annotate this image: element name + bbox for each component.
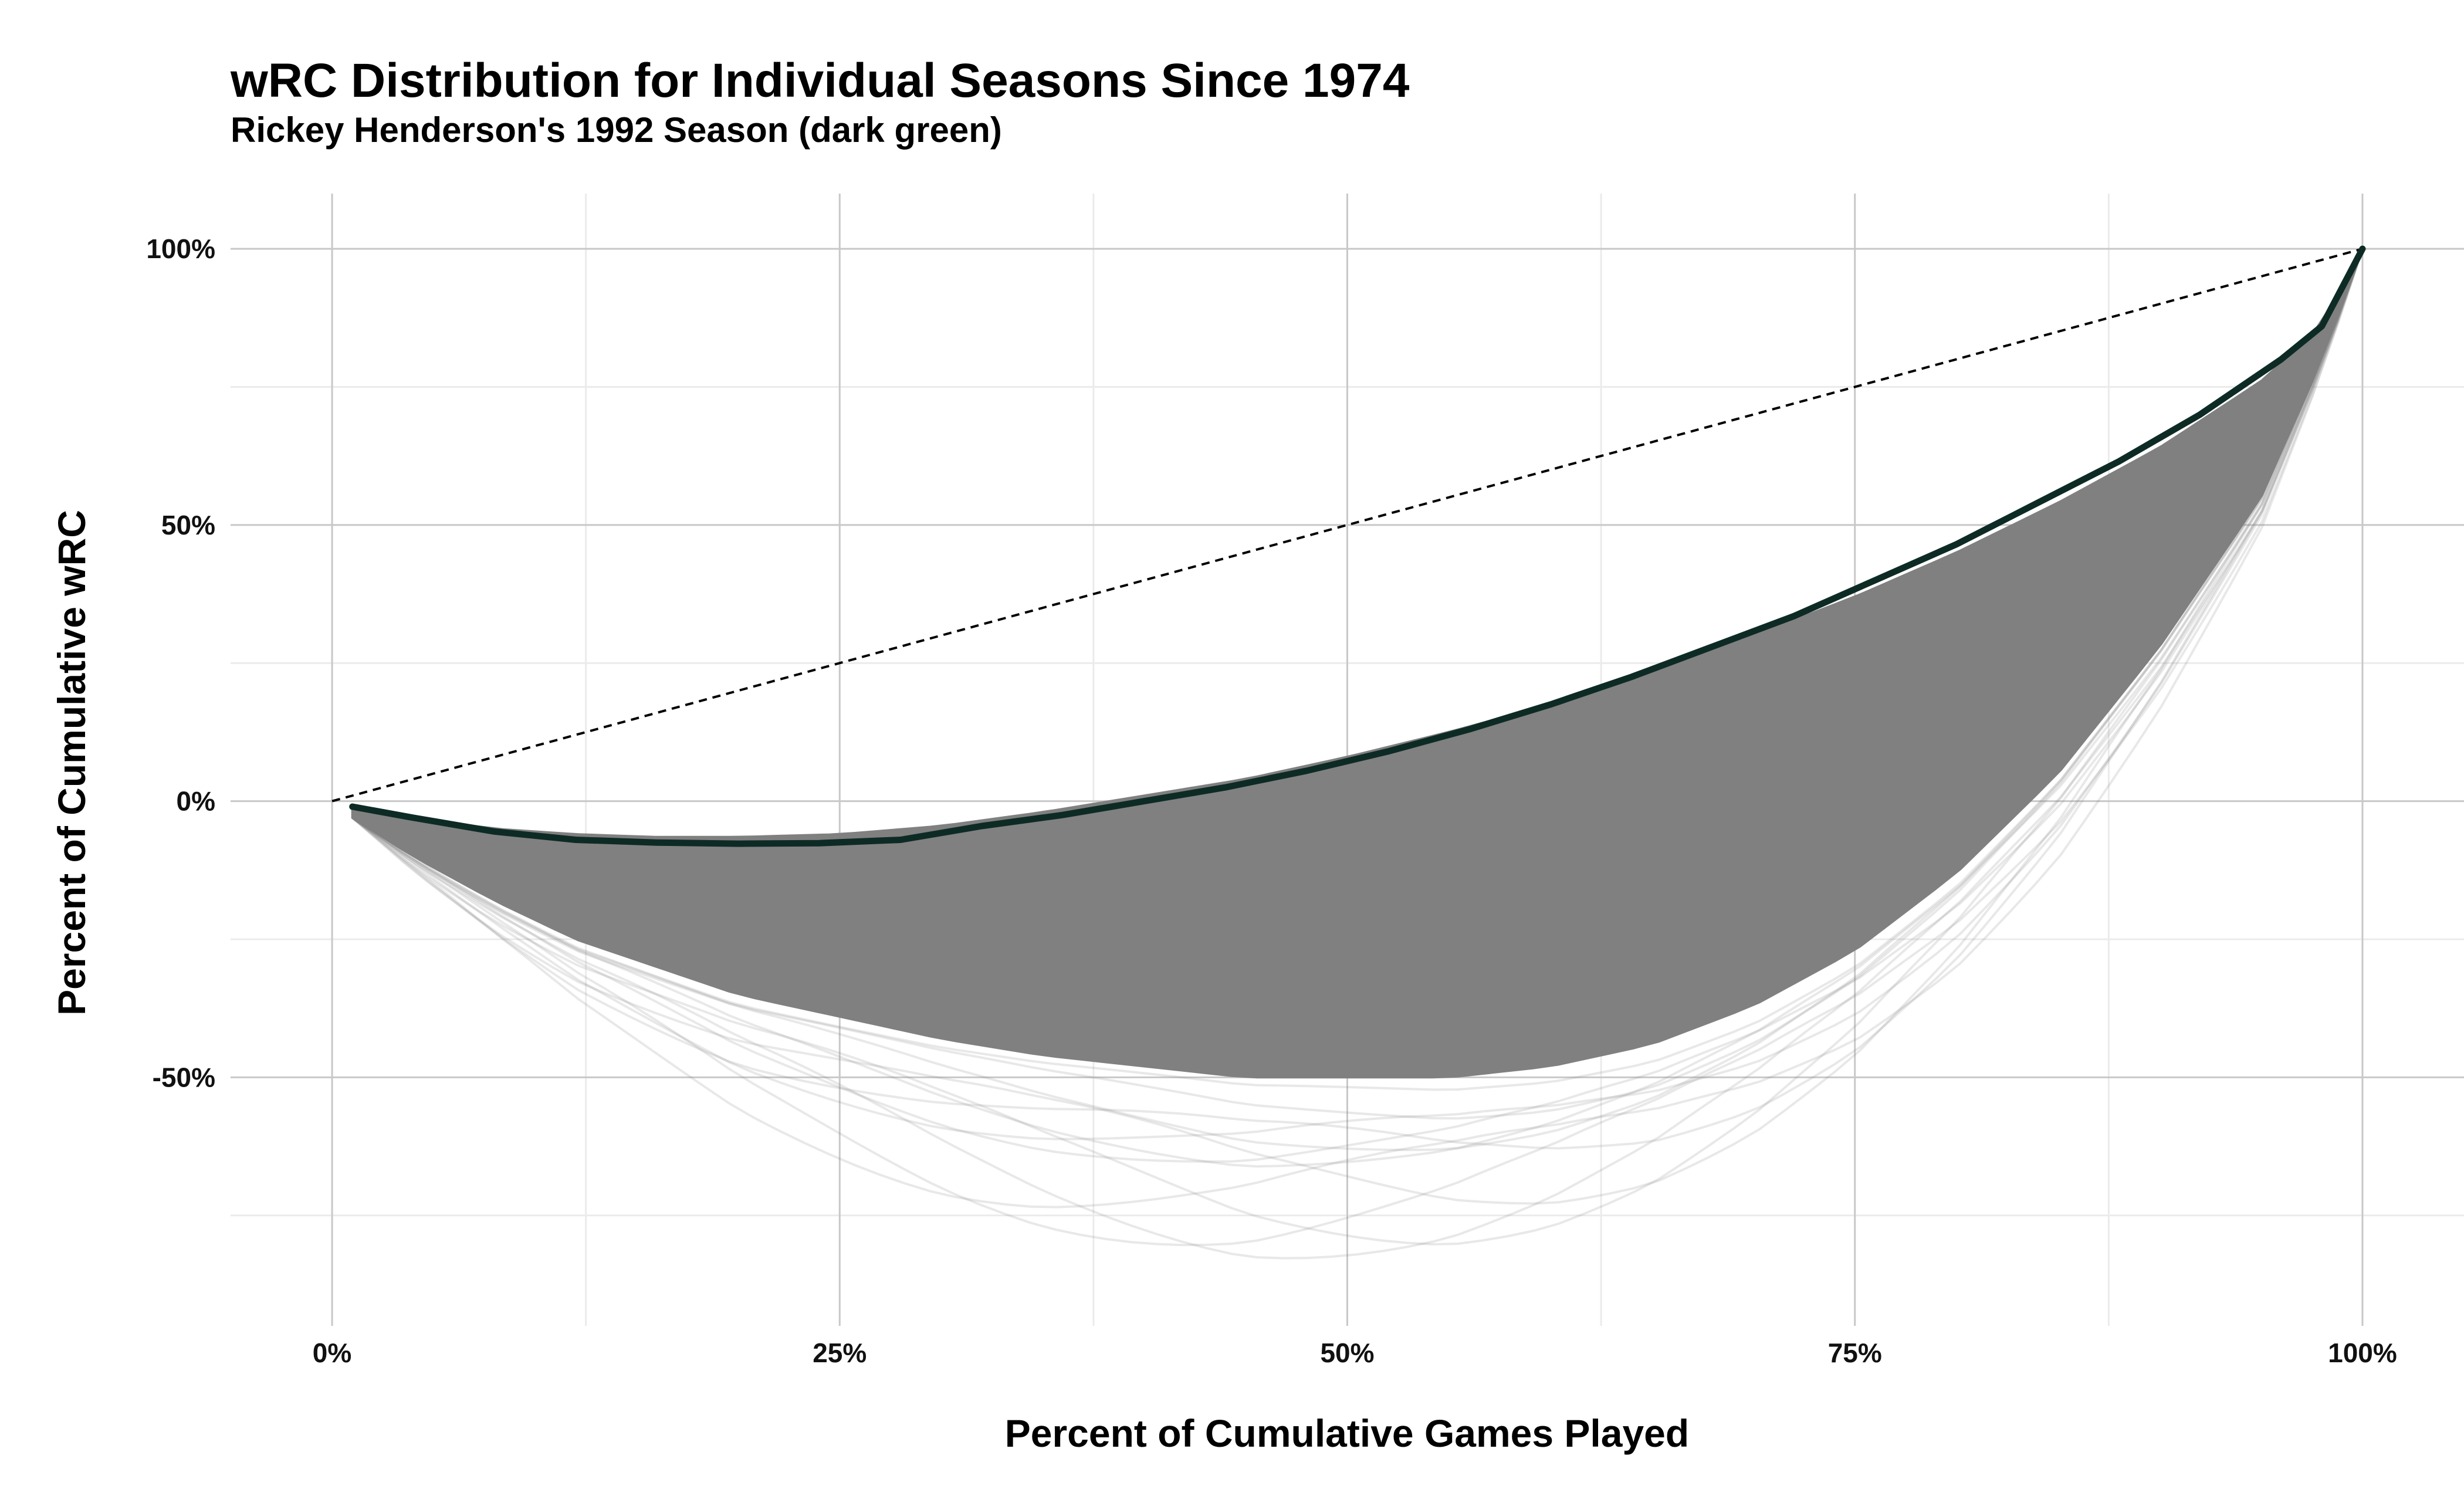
x-tick-label: 0% bbox=[313, 1338, 351, 1368]
background-season-line bbox=[351, 248, 2364, 1205]
background-season-line bbox=[351, 248, 2364, 1247]
x-axis-label: Percent of Cumulative Games Played bbox=[1005, 1412, 1689, 1455]
background-season-line bbox=[351, 248, 2364, 1168]
background-season-envelope bbox=[351, 248, 2364, 1079]
chart-subtitle: Rickey Henderson's 1992 Season (dark gre… bbox=[231, 110, 1002, 150]
background-season-line bbox=[351, 248, 2364, 1150]
background-season-line bbox=[351, 248, 2364, 1120]
background-season-line bbox=[351, 248, 2364, 1152]
background-season-line bbox=[351, 248, 2364, 1140]
highlight-season-path bbox=[349, 245, 2366, 847]
highlight-season-line bbox=[349, 245, 2366, 847]
y-tick-label: -50% bbox=[153, 1062, 215, 1092]
x-tick-label: 100% bbox=[2328, 1338, 2397, 1368]
y-tick-label: 50% bbox=[161, 510, 215, 540]
x-tick-label: 50% bbox=[1320, 1338, 1374, 1368]
y-axis-tick-labels: -50% 0% 50% 100% bbox=[146, 233, 215, 1092]
background-season-curves bbox=[351, 248, 2364, 1260]
background-season-line bbox=[351, 248, 2364, 1260]
y-tick-label: 100% bbox=[146, 233, 215, 264]
x-tick-label: 75% bbox=[1828, 1338, 1882, 1368]
y-tick-label: 0% bbox=[177, 786, 215, 817]
y-axis-label: Percent of Cumulative wRC bbox=[50, 510, 93, 1016]
equality-reference-line bbox=[331, 248, 2363, 803]
background-season-line bbox=[351, 248, 2364, 1209]
background-season-line bbox=[351, 248, 2364, 1246]
background-season-line bbox=[351, 248, 2364, 1091]
x-tick-label: 25% bbox=[813, 1338, 867, 1368]
reference-diagonal-line bbox=[331, 248, 2363, 803]
chart-title: wRC Distribution for Individual Seasons … bbox=[230, 54, 1410, 107]
x-axis-tick-labels: 0% 25% 50% 75% 100% bbox=[313, 1338, 2397, 1368]
background-season-line bbox=[351, 248, 2364, 1163]
